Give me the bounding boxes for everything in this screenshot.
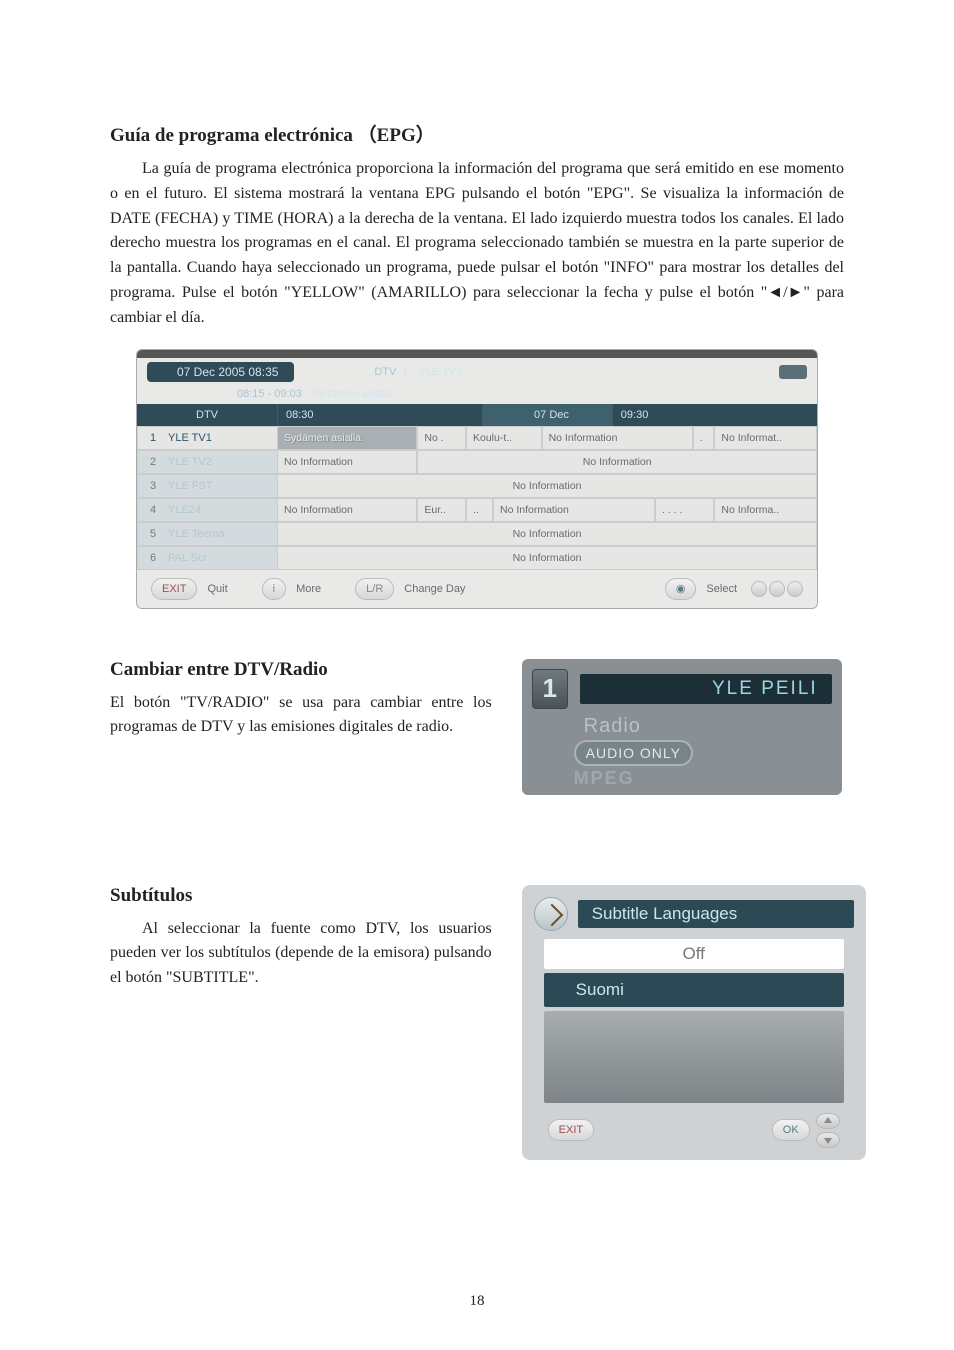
epg-channel-row[interactable]: 4YLE24 <box>137 498 277 522</box>
subtitle-languages-title: Subtitle Languages <box>578 900 854 928</box>
epg-program-cell[interactable]: No Information <box>277 546 817 570</box>
epg-top-channel: YLE TV1 <box>419 366 463 378</box>
epg-program-cell[interactable]: . <box>693 426 715 450</box>
epg-program-cell[interactable]: .. <box>466 498 493 522</box>
epg-program-cell[interactable]: Koulu-t.. <box>466 426 542 450</box>
epg-date-banner: 07 Dec 2005 08:35 <box>147 362 294 382</box>
epg-program-cell[interactable]: No Information <box>417 450 817 474</box>
subtitle-languages-screenshot: Subtitle Languages Off Suomi EXIT OK <box>522 885 866 1160</box>
epg-program-cell[interactable]: Sydämen asialla <box>277 426 417 450</box>
radio-mpeg-label: MPEG <box>574 768 832 789</box>
epg-heading: Guía de programa electrónica （EPG） <box>110 120 844 147</box>
dtvradio-heading: Cambiar entre DTV/Radio <box>110 659 492 681</box>
epg-program-row: No Information <box>277 522 817 546</box>
subtitulos-heading: Subtítulos <box>110 885 492 907</box>
epg-more-button[interactable]: i <box>262 578 286 600</box>
radio-channel-name: YLE PEILI <box>580 674 832 704</box>
subtitles-icon <box>534 897 568 931</box>
epg-changeday-label: Change Day <box>404 583 465 595</box>
dtvradio-paragraph: El botón "TV/RADIO" se usa para cambiar … <box>110 691 492 741</box>
epg-program-row: No Information <box>277 474 817 498</box>
epg-program-row: Sydämen asiallaNo .Koulu-t..No Informati… <box>277 426 817 450</box>
epg-quit-label: Quit <box>207 583 227 595</box>
epg-quit-button[interactable]: EXIT <box>151 578 197 600</box>
radio-audio-only-badge: AUDIO ONLY <box>574 740 693 766</box>
epg-program-cell[interactable]: No . <box>417 426 466 450</box>
epg-program-row: No InformationNo Information <box>277 450 817 474</box>
subtitle-option-off[interactable]: Off <box>544 939 844 969</box>
epg-dtv-label: DTV <box>374 366 396 378</box>
epg-program-cell[interactable]: Eur.. <box>417 498 466 522</box>
epg-program-cell[interactable]: . . . . <box>655 498 714 522</box>
epg-channel-row[interactable]: 6PAL Scr <box>137 546 277 570</box>
radio-subtitle: Radio <box>584 715 832 738</box>
subtitle-updown-icon[interactable] <box>816 1113 840 1148</box>
epg-time-2: 09:30 <box>612 404 817 426</box>
epg-top-num: 1 <box>402 366 408 378</box>
epg-program-cell[interactable]: No Information <box>277 450 417 474</box>
epg-channel-row[interactable]: 3YLE FST <box>137 474 277 498</box>
subtitulos-paragraph: Al seleccionar la fuente como DTV, los u… <box>110 917 492 991</box>
subtitle-empty-area <box>544 1011 844 1103</box>
epg-channel-row[interactable]: 2YLE TV2 <box>137 450 277 474</box>
epg-program-cell[interactable]: No Information <box>542 426 693 450</box>
epg-channel-row[interactable]: 5YLE Teema <box>137 522 277 546</box>
epg-program-row: No InformationEur....No Information. . .… <box>277 498 817 522</box>
epg-program-cell[interactable]: No Information <box>277 498 417 522</box>
epg-col-dtv: DTV <box>137 404 277 426</box>
subtitle-exit-button[interactable]: EXIT <box>548 1119 594 1141</box>
epg-top-program: Sydämen asialla <box>312 388 393 400</box>
radio-channel-number: 1 <box>532 669 568 709</box>
epg-program-cell[interactable]: No Information <box>277 522 817 546</box>
epg-nav-icons[interactable] <box>751 581 803 597</box>
radio-screenshot: 1 YLE PEILI Radio AUDIO ONLY MPEG <box>522 659 842 795</box>
epg-program-cell[interactable]: No Informa.. <box>714 498 817 522</box>
epg-more-label: More <box>296 583 321 595</box>
epg-program-cell[interactable]: No Information <box>277 474 817 498</box>
epg-select-label: Select <box>706 583 737 595</box>
epg-paragraph: La guía de programa electrónica proporci… <box>110 157 844 331</box>
epg-channel-row[interactable]: 1YLE TV1 <box>137 426 277 450</box>
epg-corner-icon <box>779 365 807 379</box>
epg-screenshot: 07 Dec 2005 08:35 DTV 1 YLE TV1 08:15 - … <box>136 349 818 609</box>
epg-date-mid: 07 Dec <box>482 404 612 426</box>
epg-program-cell[interactable]: No Informat.. <box>714 426 817 450</box>
epg-program-row: No Information <box>277 546 817 570</box>
epg-time-1: 08:30 <box>277 404 482 426</box>
page-number: 18 <box>0 1293 954 1310</box>
epg-top-time: 08:15 - 09:03 <box>237 388 302 400</box>
subtitle-ok-button[interactable]: OK <box>772 1119 810 1141</box>
epg-program-cell[interactable]: No Information <box>493 498 655 522</box>
epg-changeday-button[interactable]: L/R <box>355 578 394 600</box>
subtitle-option-selected[interactable]: Suomi <box>544 973 844 1007</box>
epg-select-button[interactable]: ◉ <box>665 578 697 600</box>
